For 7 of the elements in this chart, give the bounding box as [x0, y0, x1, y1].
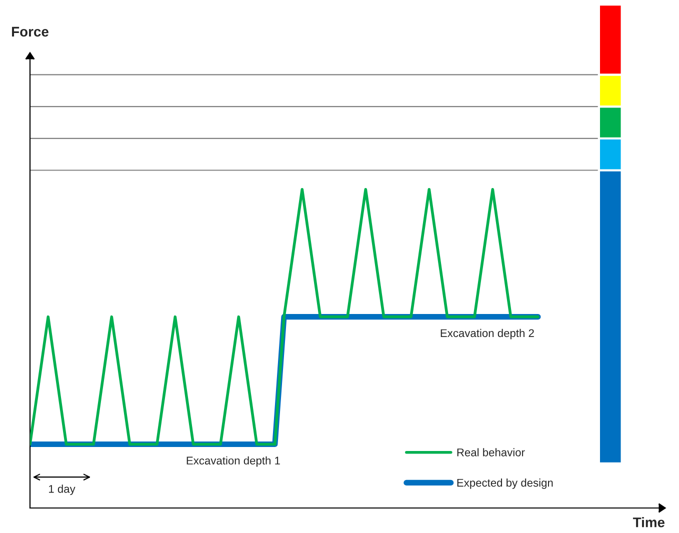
legend-label: Real behavior [457, 448, 525, 456]
annotation: Excavation depth 2 [440, 328, 534, 340]
annotation: Excavation depth 1 [186, 456, 280, 467]
annotation: 1 day [49, 484, 76, 496]
legend-label: Expected by design [457, 478, 553, 489]
text: Force [12, 26, 48, 37]
text: Time [632, 517, 665, 528]
